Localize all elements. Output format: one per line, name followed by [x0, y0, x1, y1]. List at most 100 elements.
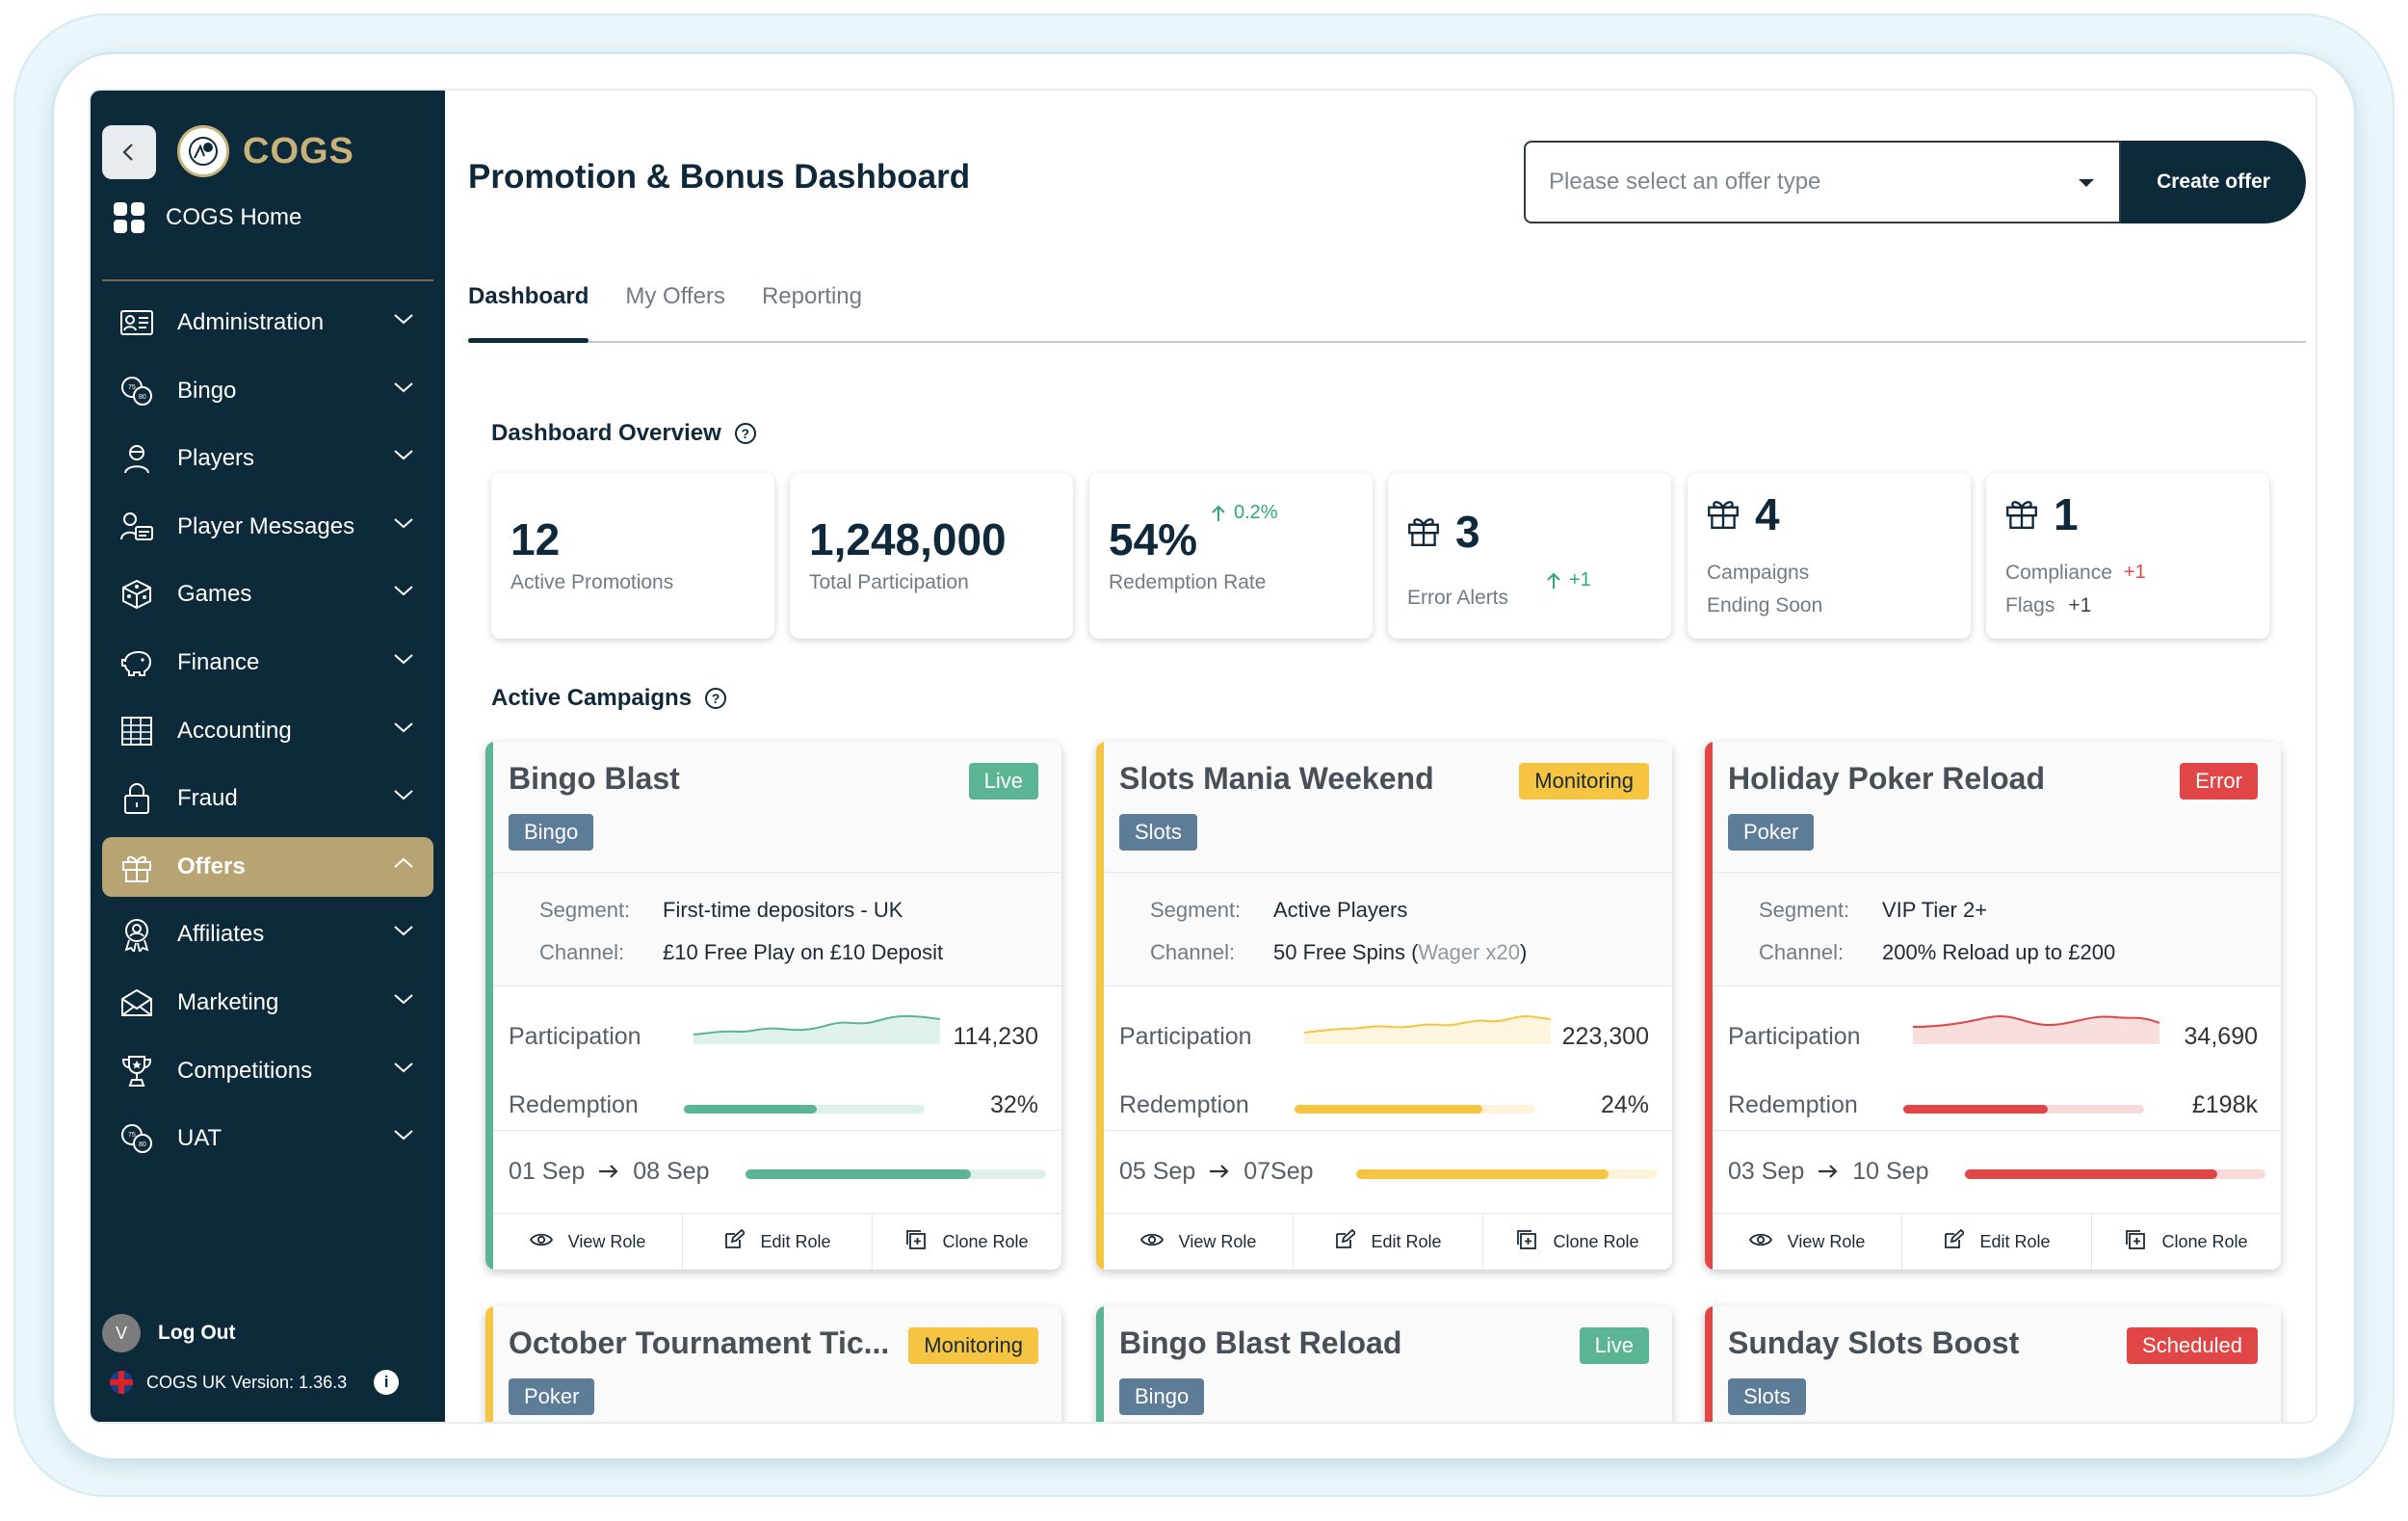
chevron-down-icon	[394, 994, 413, 1005]
campaign-targeting: Segment: First-time depositors - UK Channe…	[493, 873, 1061, 986]
chevron-down-icon	[394, 518, 413, 529]
stat-card-redemption-rate[interactable]: 54% 0.2% Redemption Rate	[1089, 473, 1373, 639]
overview-section-title: Dashboard Overview ?	[491, 420, 756, 447]
sidebar-divider	[102, 279, 433, 281]
campaign-card[interactable]: Slots Mania Weekend Monitoring Slots Segmen…	[1096, 742, 1672, 1270]
gift-icon	[1408, 518, 1439, 546]
clone-role-button[interactable]: Clone Role	[1483, 1214, 1672, 1270]
svg-text:80: 80	[139, 394, 146, 401]
redemption-bar-fill	[1903, 1105, 2048, 1114]
help-icon[interactable]: ?	[734, 423, 756, 444]
campaign-targeting: Segment: Active Players Channel: 50 Free Sp…	[1104, 873, 1672, 986]
sidebar-item-cogs-home[interactable]: COGS Home	[114, 202, 301, 233]
stat-card-active-promotions[interactable]: 12 Active Promotions	[491, 473, 774, 639]
status-stripe	[485, 1306, 493, 1422]
status-badge: Live	[968, 763, 1038, 800]
chevron-left-icon	[122, 144, 133, 161]
sidebar-item-label: UAT	[177, 1125, 222, 1152]
campaign-card[interactable]: Sunday Slots Boost Scheduled Slots	[1705, 1306, 2281, 1422]
campaign-title: October Tournament Tic...	[509, 1325, 890, 1360]
tab-reporting[interactable]: Reporting	[761, 283, 862, 309]
collapse-sidebar-button[interactable]	[102, 125, 156, 179]
cogs-logo[interactable]: COGS	[177, 125, 354, 177]
stat-card-campaigns-ending-soon[interactable]: 4 Campaigns Ending Soon	[1688, 473, 1971, 639]
campaign-card[interactable]: October Tournament Tic... Monitoring Poker	[485, 1306, 1061, 1422]
chevron-down-icon	[394, 654, 413, 665]
edit-role-button[interactable]: Edit Role	[683, 1214, 873, 1270]
stat-label-line1: Compliance +1	[2005, 562, 2146, 585]
stat-card-error-alerts[interactable]: 3 Error Alerts +1	[1388, 473, 1671, 639]
stat-label-line1: Campaigns	[1707, 562, 1810, 584]
create-offer-button[interactable]: Create offer	[2121, 141, 2306, 223]
channel-key: Channel:	[539, 940, 625, 964]
category-tag: Poker	[509, 1378, 595, 1415]
cogs-logo-icon	[177, 125, 229, 177]
sidebar-item-offers[interactable]: Offers	[102, 836, 433, 897]
sidebar-item-competitions[interactable]: Competitions	[102, 1041, 433, 1101]
sidebar-item-uat[interactable]: 75 80 UAT	[102, 1109, 433, 1168]
participation-label: Participation	[509, 1023, 641, 1050]
status-stripe	[1705, 1306, 1713, 1422]
sidebar-item-label: Player Messages	[177, 512, 355, 539]
participation-sparkline	[1913, 1014, 2159, 1044]
edit-role-button[interactable]: Edit Role	[1902, 1214, 2092, 1270]
offer-type-select[interactable]: Please select an offer type	[1524, 141, 2121, 223]
clone-role-button[interactable]: Clone Role	[2092, 1214, 2281, 1270]
stat-card-compliance-flags[interactable]: 1 Compliance +1 Flags +1	[1986, 473, 2269, 639]
sidebar-item-administration[interactable]: Administration	[102, 293, 433, 353]
campaign-title: Slots Mania Weekend	[1119, 761, 1434, 796]
sidebar-item-label: COGS Home	[166, 204, 302, 230]
delta-value: +1	[2123, 562, 2146, 583]
sidebar-item-marketing[interactable]: Marketing	[102, 973, 433, 1033]
avatar: V	[102, 1314, 141, 1352]
campaign-title: Holiday Poker Reload	[1728, 761, 2045, 796]
sidebar-item-fraud[interactable]: Fraud	[102, 769, 433, 828]
campaign-title: Bingo Blast Reload	[1119, 1325, 1402, 1360]
svg-text:75: 75	[128, 384, 136, 391]
action-label: Clone Role	[2161, 1231, 2248, 1251]
segment-row: Segment: VIP Tier 2+	[1759, 898, 1987, 923]
sidebar-item-finance[interactable]: Finance	[102, 633, 433, 693]
stat-value: 3	[1455, 507, 1480, 557]
segment-row: Segment: Active Players	[1150, 898, 1407, 923]
logout-button[interactable]: V Log Out	[102, 1314, 433, 1352]
date-range: 01 Sep 08 Sep	[509, 1158, 710, 1186]
start-date: 05 Sep	[1119, 1158, 1196, 1185]
campaign-card[interactable]: Bingo Blast Reload Live Bingo	[1096, 1306, 1672, 1422]
channel-key: Channel:	[1150, 940, 1236, 964]
edit-icon	[1334, 1228, 1357, 1255]
grid-icon	[114, 202, 144, 233]
arrow-up-icon	[1212, 505, 1225, 521]
status-badge: Monitoring	[1519, 763, 1649, 800]
sidebar-item-games[interactable]: Games	[102, 564, 433, 624]
tab-my-offers[interactable]: My Offers	[625, 283, 725, 309]
campaign-actions: View Role Edit Role Clone Role	[1713, 1214, 2281, 1270]
view-role-button[interactable]: View Role	[1713, 1214, 1902, 1270]
redemption-label: Redemption	[1119, 1091, 1249, 1118]
stat-card-total-participation[interactable]: 1,248,000 Total Participation	[790, 473, 1073, 639]
segment-key: Segment:	[539, 898, 631, 922]
sidebar-item-players[interactable]: Players	[102, 429, 433, 488]
clone-role-button[interactable]: Clone Role	[873, 1214, 1061, 1270]
sidebar-item-bingo[interactable]: 75 80 Bingo	[102, 361, 433, 421]
campaign-dates: 03 Sep 10 Sep	[1713, 1131, 2281, 1214]
sidebar-item-label: Marketing	[177, 988, 279, 1015]
sidebar-item-affiliates[interactable]: Affiliates	[102, 905, 433, 964]
svg-text:75: 75	[128, 1132, 136, 1139]
sidebar-item-player-messages[interactable]: Player Messages	[102, 497, 433, 557]
sidebar-item-accounting[interactable]: Accounting	[102, 701, 433, 761]
info-icon[interactable]: i	[374, 1370, 400, 1395]
tab-dashboard[interactable]: Dashboard	[468, 283, 589, 343]
edit-role-button[interactable]: Edit Role	[1294, 1214, 1483, 1270]
participation-label: Participation	[1728, 1023, 1861, 1050]
view-role-button[interactable]: View Role	[1104, 1214, 1294, 1270]
segment-key: Segment:	[1759, 898, 1850, 922]
campaign-progress-bar	[1356, 1169, 1657, 1179]
campaign-title: Sunday Slots Boost	[1728, 1325, 2020, 1360]
campaign-card[interactable]: Bingo Blast Live Bingo Segment: First-time d…	[485, 742, 1061, 1270]
help-icon[interactable]: ?	[705, 688, 727, 709]
view-role-button[interactable]: View Role	[493, 1214, 683, 1270]
campaign-card[interactable]: Holiday Poker Reload Error Poker Segment: VI…	[1705, 742, 2281, 1270]
action-label: Edit Role	[1979, 1231, 2051, 1251]
edit-icon	[723, 1228, 746, 1255]
